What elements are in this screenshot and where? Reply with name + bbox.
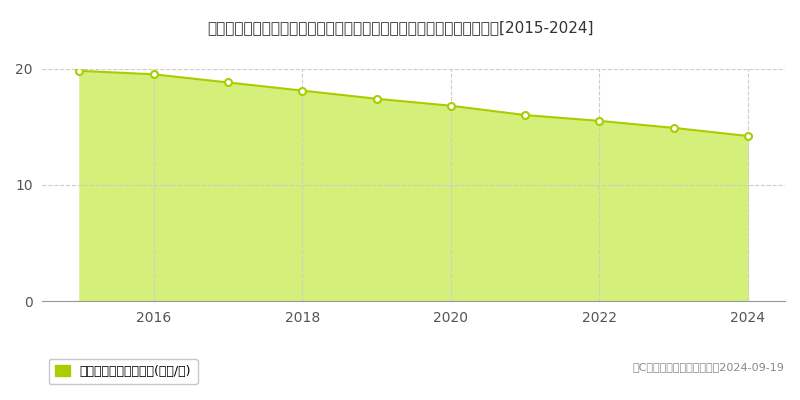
Text: 広島県江田島市大柿町飛渡瀬字大新開２８９番１　基準地価　地価推移[2015-2024]: 広島県江田島市大柿町飛渡瀬字大新開２８９番１ 基準地価 地価推移[2015-20… xyxy=(206,20,594,35)
Legend: 基準地価　平均坪単価(万円/坪): 基準地価 平均坪単価(万円/坪) xyxy=(49,359,198,384)
Text: （C）土地価格ドットコム　2024-09-19: （C）土地価格ドットコム 2024-09-19 xyxy=(632,362,784,372)
